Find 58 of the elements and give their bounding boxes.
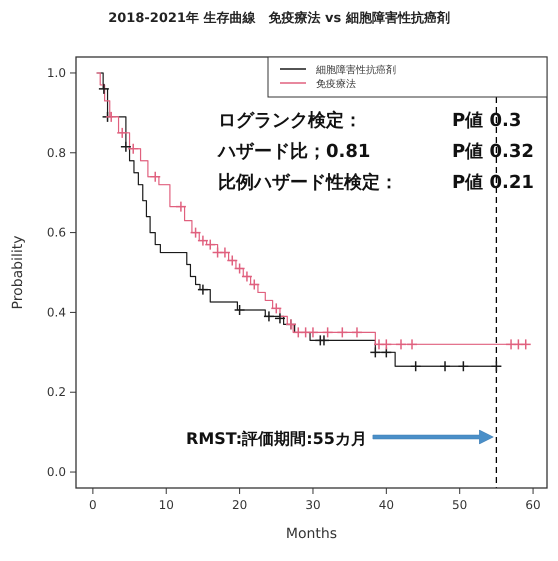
point	[226, 254, 238, 266]
annotation: 比例ハザード性検定：	[218, 172, 398, 193]
point	[241, 270, 253, 282]
point	[336, 326, 348, 338]
chart-title: 2018-2021年 生存曲線 免疫療法 vs 細胞障害性抗癌剤	[108, 10, 450, 26]
point	[380, 338, 392, 350]
annotation: P値 0.3	[452, 110, 522, 131]
point	[406, 338, 418, 350]
y-tick-label: 0.4	[46, 305, 66, 320]
x-tick-label: 20	[232, 498, 248, 512]
point	[98, 83, 110, 95]
point	[248, 278, 260, 290]
point	[127, 143, 139, 155]
point	[395, 338, 407, 350]
annotation: P値 0.32	[452, 141, 534, 162]
x-tick-label: 0	[89, 498, 97, 512]
point	[263, 310, 275, 322]
legend-label: 細胞障害性抗癌剤	[315, 64, 396, 76]
point	[175, 200, 187, 212]
point	[307, 326, 319, 338]
x-axis-title: Months	[286, 526, 338, 542]
y-tick-label: 0.8	[46, 146, 66, 160]
point	[520, 338, 532, 350]
point	[490, 360, 502, 372]
x-tick-label: 10	[158, 498, 174, 512]
y-axis-title: Probability	[10, 235, 26, 310]
annotation: RMST:評価期間:55カ月	[186, 429, 367, 448]
point	[410, 360, 422, 372]
x-tick-label: 30	[305, 498, 321, 512]
point	[318, 334, 330, 346]
point	[120, 141, 132, 153]
point	[351, 326, 363, 338]
point	[274, 312, 286, 324]
annotation: ログランク検定：	[218, 110, 362, 131]
x-tick-label: 50	[452, 498, 468, 512]
annotation: ハザード比；0.81	[216, 141, 370, 162]
y-tick-label: 0.2	[46, 385, 66, 400]
y-tick-label: 0.6	[46, 226, 66, 240]
point	[219, 246, 231, 258]
point	[380, 346, 392, 358]
point	[270, 302, 282, 314]
point	[197, 284, 209, 296]
point	[439, 360, 451, 372]
x-tick-label: 60	[525, 498, 541, 512]
annotation: P値 0.21	[452, 172, 534, 193]
y-tick-label: 1.0	[46, 66, 66, 80]
y-tick-label: 0.0	[46, 465, 66, 480]
point	[116, 127, 128, 139]
point	[234, 262, 246, 274]
point	[190, 226, 202, 238]
point	[105, 111, 117, 123]
point	[370, 346, 382, 358]
legend-label: 免疫療法	[316, 78, 356, 90]
point	[322, 326, 334, 338]
point	[458, 360, 470, 372]
point	[234, 304, 246, 316]
point	[149, 170, 161, 182]
x-tick-label: 40	[378, 498, 394, 512]
